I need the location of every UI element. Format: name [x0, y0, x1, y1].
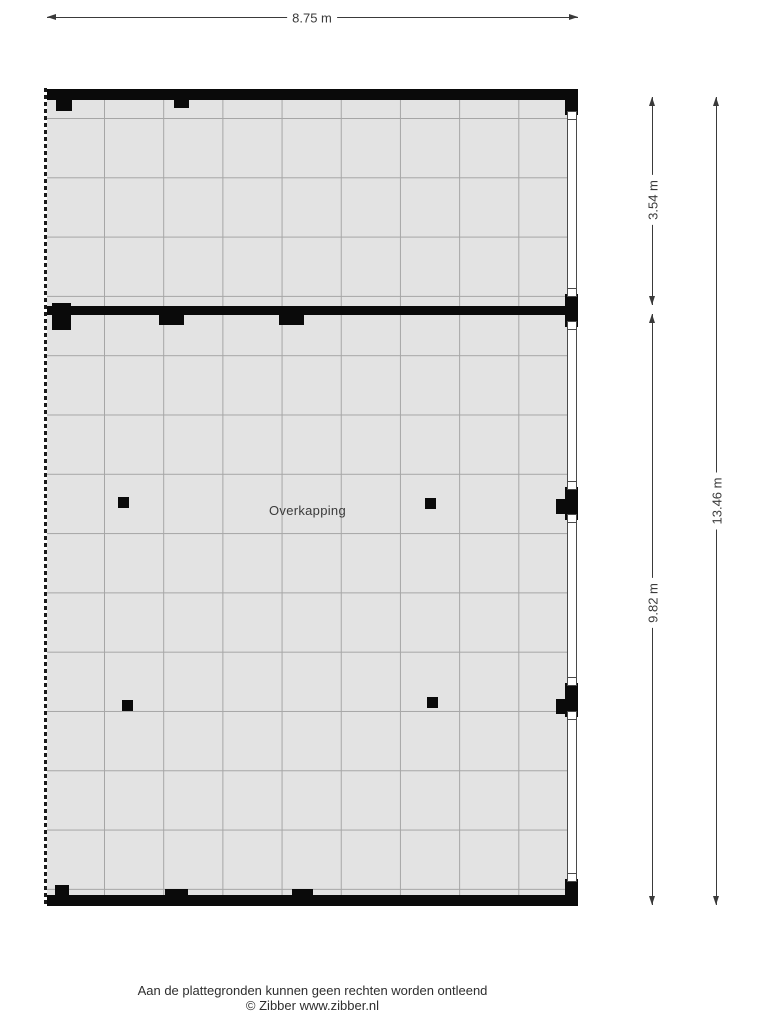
arrow-down-icon	[649, 296, 655, 305]
open-side-dashed-line	[44, 88, 47, 906]
post-right-upper	[565, 487, 578, 520]
window-junction	[567, 321, 577, 330]
wall-pier	[55, 885, 69, 906]
window-right-segment-1	[567, 115, 577, 294]
floor-area	[47, 100, 568, 895]
column-post	[118, 497, 129, 508]
dimension-label-total-height: 13.46 m	[709, 472, 725, 530]
arrow-up-icon	[649, 97, 655, 106]
post-right-upper-tab	[556, 499, 566, 514]
wall-pier	[52, 303, 71, 330]
arrow-down-icon	[713, 896, 719, 905]
corner-post-bottom-right	[565, 879, 578, 906]
wall-pier	[279, 314, 304, 325]
window-junction	[567, 481, 577, 490]
wall-pier	[159, 314, 184, 325]
footer: Aan de plattegronden kunnen geen rechten…	[47, 983, 578, 1013]
column-post	[425, 498, 436, 509]
wall-pier	[292, 889, 313, 896]
arrow-right-icon	[569, 14, 578, 20]
room-label: Overkapping	[268, 503, 346, 518]
corner-post-top-right	[565, 89, 578, 115]
wall-middle	[47, 306, 578, 315]
dimension-label-width: 8.75 m	[287, 10, 337, 26]
wall-pier	[56, 100, 72, 111]
post-right-lower-tab	[556, 699, 566, 714]
column-post	[427, 697, 438, 708]
window-junction	[567, 288, 577, 297]
wall-pier	[165, 889, 188, 896]
arrow-up-icon	[649, 314, 655, 323]
window-junction	[567, 677, 577, 686]
footer-disclaimer: Aan de plattegronden kunnen geen rechten…	[137, 983, 488, 998]
wall-top	[47, 89, 578, 100]
window-junction	[567, 514, 577, 523]
wall-block-middle-right	[565, 294, 578, 327]
arrow-up-icon	[713, 97, 719, 106]
dimension-label-bottom-section: 9.82 m	[645, 578, 661, 628]
wall-bottom	[47, 895, 578, 906]
post-right-lower	[565, 683, 578, 717]
footer-credit: © Zibber www.zibber.nl	[245, 998, 380, 1013]
window-junction	[567, 873, 577, 882]
arrow-down-icon	[649, 896, 655, 905]
window-junction	[567, 111, 577, 120]
window-right-segment-4	[567, 717, 577, 879]
window-right-segment-2	[567, 327, 577, 487]
wall-pier	[174, 100, 189, 108]
window-junction	[567, 711, 577, 720]
arrow-left-icon	[47, 14, 56, 20]
dimension-label-top-section: 3.54 m	[645, 175, 661, 225]
column-post	[122, 700, 133, 711]
window-right-segment-3	[567, 520, 577, 683]
